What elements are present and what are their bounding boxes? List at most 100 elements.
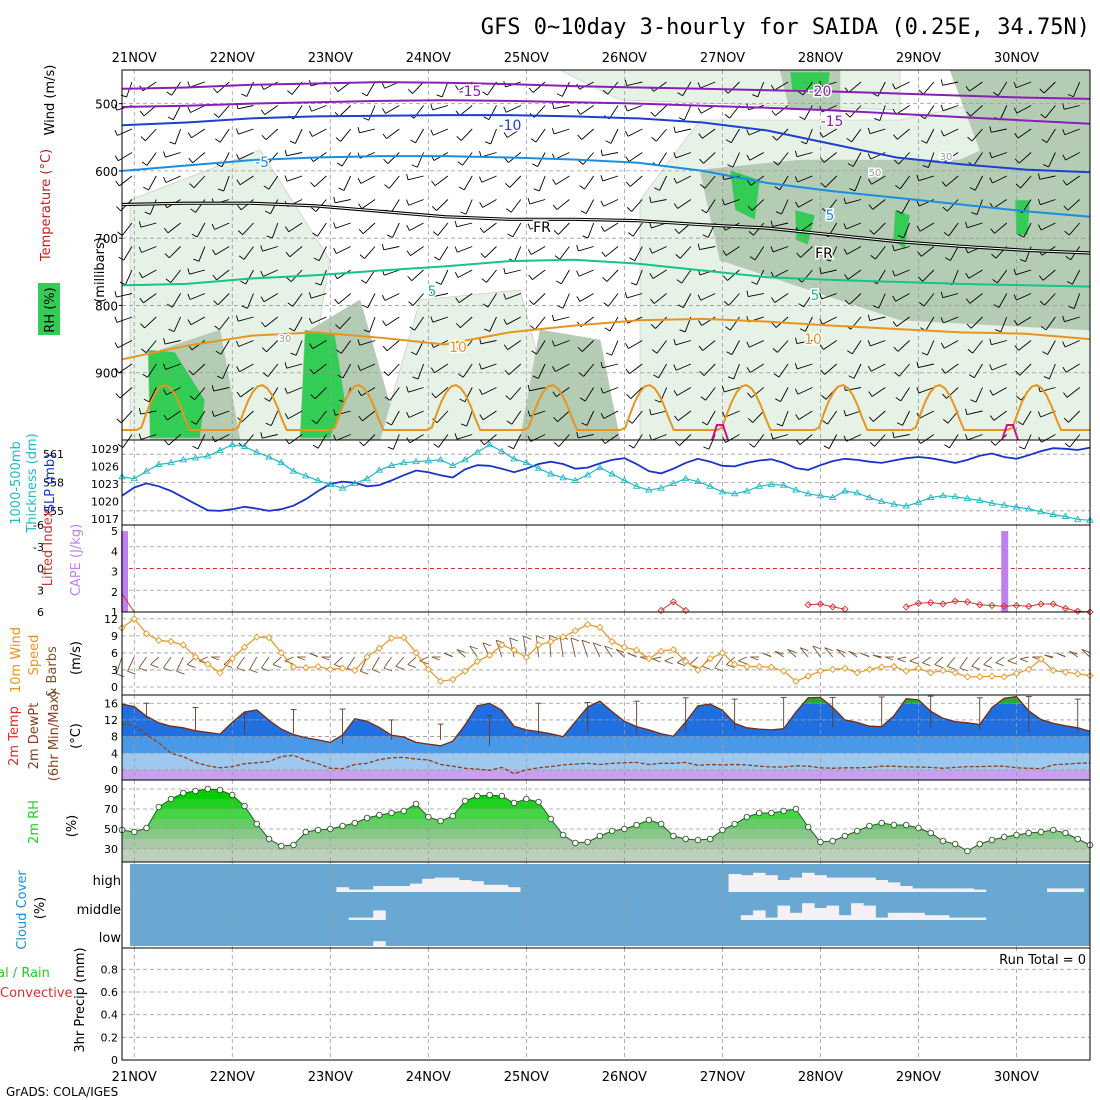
temperature-contour: [121, 258, 1091, 288]
upper-wind-barb-flag: [532, 375, 539, 379]
wind-speed-marker: [951, 669, 959, 677]
upper-wind-barb-flag: [193, 258, 200, 262]
upper-wind-barb-flag: [703, 446, 710, 450]
wind-barb-flag: [1056, 652, 1065, 657]
upper-wind-barb: [968, 269, 983, 279]
upper-wind-barb: [458, 293, 473, 304]
upper-wind-barb-flag: [406, 225, 410, 231]
upper-wind-barb-flag: [290, 352, 297, 356]
top-date-label: 25NOV: [504, 51, 549, 66]
upper-wind-barb-flag: [190, 420, 197, 425]
upper-wind-barb-flag: [1067, 93, 1074, 98]
thickness-marker: [865, 493, 874, 501]
upper-wind-barb-flag: [1013, 294, 1017, 301]
thickness-marker: [1037, 507, 1045, 515]
upper-wind-barb: [506, 128, 522, 138]
upper-wind-barb-flag: [406, 411, 410, 418]
thickness-marker: [963, 494, 972, 502]
rh2m-marker: [1062, 829, 1069, 837]
wind-barb: [799, 647, 809, 658]
upper-wind-barb-flag: [503, 132, 508, 138]
upper-wind-barb: [901, 199, 910, 214]
upper-wind-barb: [824, 363, 837, 375]
upper-wind-barb: [942, 293, 959, 299]
bottom-date-label: 25NOV: [504, 1070, 549, 1085]
thickness-marker: [755, 482, 763, 489]
upper-wind-barb: [754, 246, 765, 261]
upper-wind-barb-flag: [381, 294, 386, 301]
thickness-marker: [559, 473, 567, 481]
upper-wind-barb-flag: [943, 232, 950, 237]
wind-barb: [495, 640, 503, 658]
upper-wind-barb-flag: [264, 210, 271, 215]
upper-wind-barb: [142, 269, 157, 279]
cloud-middle-block: [973, 917, 987, 920]
wind-barb: [469, 645, 478, 658]
thickness-marker: [216, 446, 224, 453]
upper-wind-barb-flag: [746, 367, 751, 373]
upper-wind-barb-flag: [676, 279, 682, 284]
upper-wind-barb: [219, 128, 230, 143]
contour-label: -15: [821, 114, 844, 130]
upper-wind-barb-flag: [650, 298, 655, 304]
upper-wind-barb-flag: [505, 183, 510, 188]
upper-wind-barb-flag: [188, 370, 194, 376]
upper-wind-barb-flag: [357, 178, 362, 184]
upper-wind-barb-flag: [600, 226, 605, 232]
thickness-marker: [620, 476, 629, 484]
upper-wind-barb: [753, 434, 765, 448]
upper-wind-barb: [992, 387, 1008, 396]
upper-wind-barb-flag: [359, 254, 365, 259]
upper-wind-barb: [1066, 387, 1080, 398]
lifted-index-marker: [657, 606, 665, 615]
temperature-contour: [121, 155, 1091, 218]
upper-wind-barb-flag: [600, 149, 603, 156]
wind-barb-flag: [897, 658, 906, 663]
wind-barb-flag: [1019, 658, 1029, 663]
upper-wind-barb-flag: [141, 161, 148, 166]
upper-wind-barb: [432, 293, 448, 298]
upper-wind-barb-flag: [992, 92, 999, 96]
upper-wind-barb-flag: [1040, 326, 1047, 331]
upper-wind-barb: [587, 222, 595, 239]
upper-wind-barb: [583, 363, 595, 377]
wind-barb-flag: [249, 669, 258, 674]
lifted-index-tick-label: 3: [37, 584, 44, 597]
upper-wind-barb-flag: [529, 299, 534, 305]
upper-wind-barb: [295, 340, 303, 356]
upper-wind-barb: [796, 340, 813, 344]
upper-wind-barb-flag: [819, 131, 824, 138]
upper-wind-barb-flag: [916, 387, 920, 394]
upper-wind-barb-flag: [1062, 315, 1065, 322]
upper-wind-barb: [894, 246, 910, 252]
rh2m-marker: [694, 836, 702, 844]
upper-wind-barb-flag: [236, 340, 240, 347]
cloud-cover-label: Cloud Cover: [15, 870, 30, 950]
upper-wind-barb-flag: [286, 277, 292, 283]
rh-band: [122, 849, 1090, 862]
upper-wind-barb: [197, 434, 206, 450]
upper-wind-barb-flag: [168, 328, 175, 333]
upper-wind-barb: [898, 363, 910, 377]
wind-barb: [959, 656, 968, 669]
upper-wind-barb-flag: [1013, 107, 1018, 114]
upper-wind-barb-flag: [261, 134, 267, 141]
rh2m-marker: [339, 822, 346, 830]
upper-wind-barb: [918, 175, 935, 182]
upper-wind-barb: [241, 410, 254, 423]
upper-wind-barb: [310, 293, 327, 299]
rh2m-marker: [645, 816, 653, 824]
wind-speed-marker: [829, 665, 837, 674]
wind-barb-flag: [884, 656, 894, 661]
upper-wind-barb-flag: [432, 231, 439, 236]
rh2m-marker: [547, 815, 555, 823]
upper-wind-barb-flag: [309, 131, 313, 137]
top-date-label: 29NOV: [896, 51, 941, 66]
upper-wind-barb-flag: [582, 235, 589, 239]
upper-wind-barb: [631, 410, 643, 424]
upper-wind-barb-flag: [406, 250, 411, 256]
upper-wind-barb-flag: [357, 126, 360, 133]
wind-barb: [333, 656, 343, 665]
lifted-index-line: [906, 600, 1091, 613]
wind-barb-flag: [261, 667, 270, 672]
